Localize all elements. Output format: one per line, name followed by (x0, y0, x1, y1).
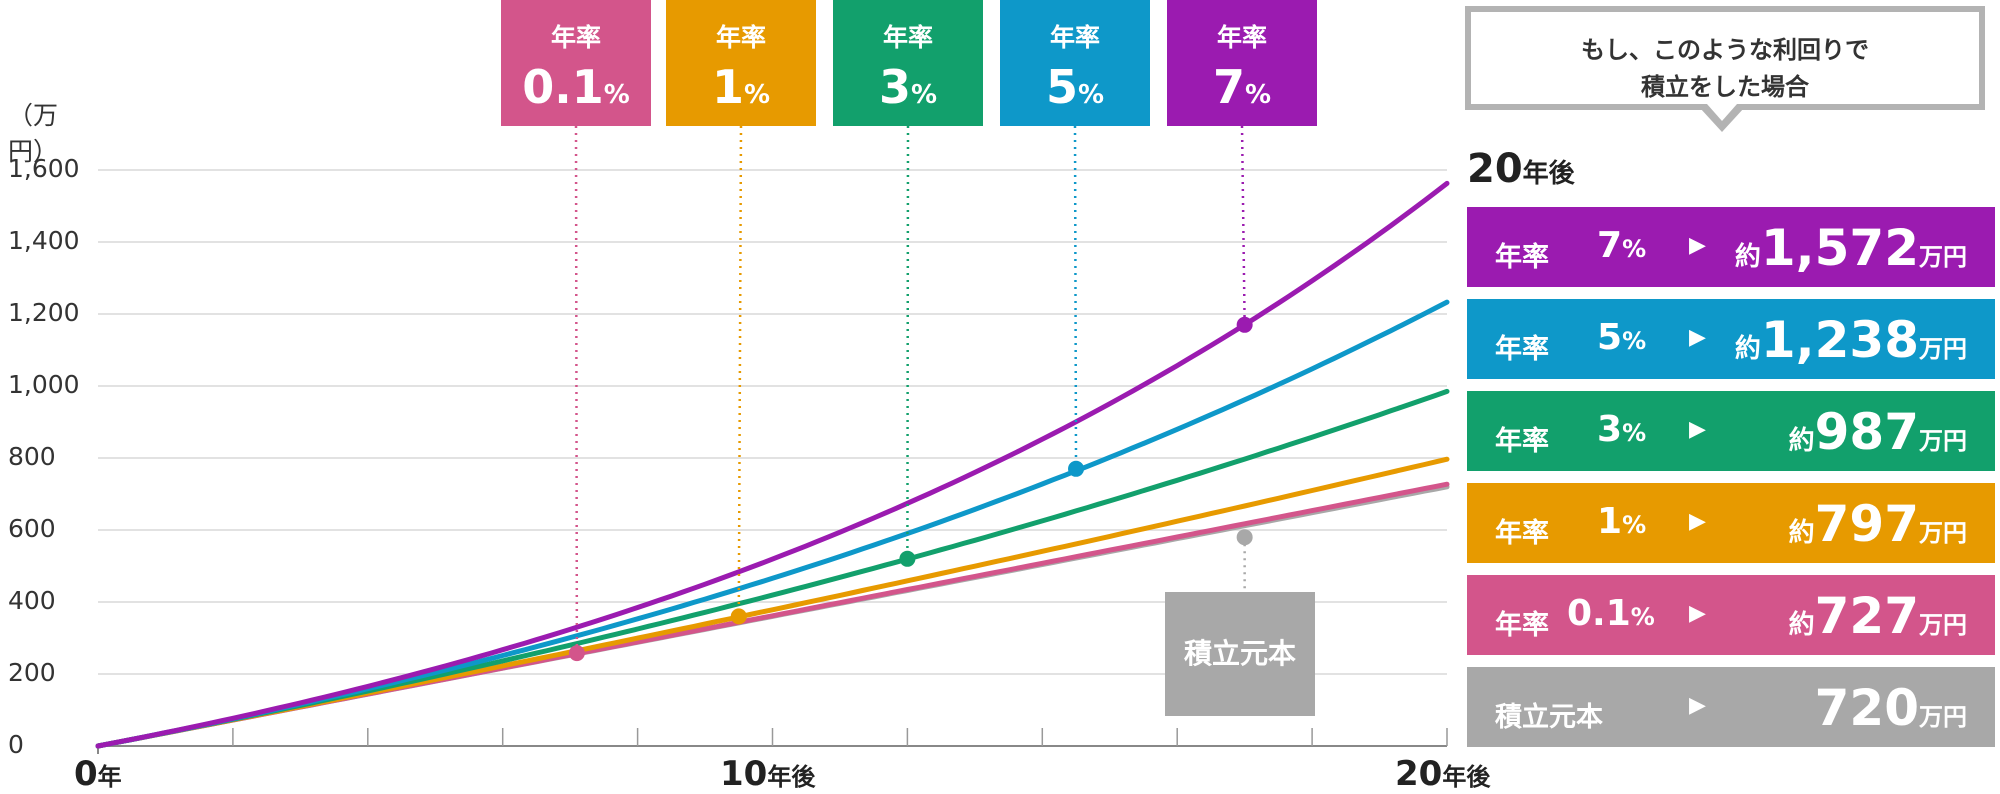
series-marker (568, 645, 585, 662)
y-tick-label: 200 (8, 658, 56, 687)
result-row: 積立元本 ▶ 720万円 (1467, 667, 1995, 747)
result-row: 年率 5% ▶ 約1,238万円 (1467, 299, 1995, 379)
result-rate: 1% (1597, 501, 1647, 542)
arrow-icon: ▶ (1689, 509, 1706, 534)
result-rate: 7% (1597, 225, 1647, 266)
y-tick-label: 1,200 (8, 298, 80, 327)
y-tick-label: 800 (8, 442, 56, 471)
series-line (95, 180, 1450, 749)
rate-box-7: 年率 7% (1167, 0, 1317, 126)
result-label: 年率 (1495, 334, 1549, 365)
result-rate: 0.1% (1567, 593, 1655, 634)
arrow-icon: ▶ (1689, 233, 1706, 258)
arrow-icon: ▶ (1689, 325, 1706, 350)
arrow-icon: ▶ (1689, 693, 1706, 718)
rate-box-5: 年率 5% (1000, 0, 1150, 126)
y-tick-label: 600 (8, 514, 56, 543)
result-amount: 720万円 (1814, 679, 1967, 737)
x-tick-10: 10年後 (720, 754, 816, 794)
after-20-years-heading: 20年後 (1467, 146, 1575, 192)
y-tick-label: 1,600 (8, 154, 80, 183)
x-tick-20: 20年後 (1395, 754, 1491, 794)
result-row: 年率 3% ▶ 約987万円 (1467, 391, 1995, 471)
result-label: 積立元本 (1495, 702, 1603, 733)
result-label: 年率 (1495, 242, 1549, 273)
leader-line (1073, 125, 1078, 469)
leader-line (574, 125, 579, 654)
leader-line (906, 125, 910, 559)
result-label: 年率 (1495, 518, 1549, 549)
series-marker (1068, 460, 1085, 477)
x-tick-0: 0年 (74, 754, 122, 794)
result-label: 年率 (1495, 610, 1549, 641)
y-unit-label: （万円） (8, 101, 59, 166)
result-row: 年率 7% ▶ 約1,572万円 (1467, 207, 1995, 287)
arrow-icon: ▶ (1689, 601, 1706, 626)
rate-box-1: 年率 1% (666, 0, 816, 126)
result-label: 年率 (1495, 426, 1549, 457)
result-row: 年率 0.1% ▶ 約727万円 (1467, 575, 1995, 655)
leader-line (1240, 125, 1246, 325)
result-amount: 約727万円 (1788, 587, 1967, 645)
result-rate: 3% (1597, 409, 1647, 450)
y-tick-label: 1,400 (8, 226, 80, 255)
result-amount: 約1,238万円 (1734, 311, 1967, 369)
result-amount: 約987万円 (1788, 403, 1967, 461)
series-marker (899, 550, 916, 567)
y-tick-label: 0 (8, 730, 24, 759)
result-rate: 5% (1597, 317, 1647, 358)
series-marker (1236, 529, 1253, 546)
result-row: 年率 1% ▶ 約797万円 (1467, 483, 1995, 563)
principal-label-box: 積立元本 (1165, 592, 1315, 716)
callout-box: もし、このような利回りで 積立をした場合 (1465, 6, 1985, 110)
series-marker (1236, 316, 1253, 333)
y-tick-label: 1,000 (8, 370, 80, 399)
leader-line (737, 125, 743, 617)
result-amount: 約797万円 (1788, 495, 1967, 553)
series-marker (730, 608, 747, 625)
rate-box-3: 年率 3% (833, 0, 983, 126)
y-tick-label: 400 (8, 586, 56, 615)
result-amount: 約1,572万円 (1734, 219, 1967, 277)
rate-box-0-1: 年率 0.1% (501, 0, 651, 126)
arrow-icon: ▶ (1689, 417, 1706, 442)
